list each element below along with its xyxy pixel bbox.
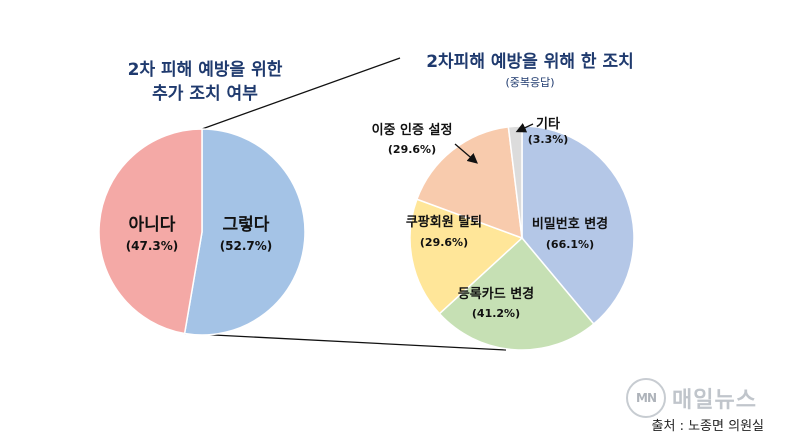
right-slice-value-2: (29.6%)	[420, 236, 468, 249]
callout-arrow-other	[515, 122, 534, 133]
right-chart-subtitle: (중복응답)	[505, 76, 555, 89]
right-slice-label-2: 쿠팡회원 탈퇴	[406, 214, 482, 230]
right-pie-slice-1	[438, 236, 595, 351]
right-slice-value-1: (41.2%)	[472, 307, 520, 320]
connector-line-bottom	[184, 332, 507, 351]
right-pie-slice-0	[521, 125, 635, 326]
right-slice-value-0: (66.1%)	[546, 238, 594, 251]
right-slice-label-0: 비밀번호 변경	[532, 216, 608, 232]
right-pie-slice-3	[415, 125, 523, 240]
left-pie-slice-0	[183, 128, 306, 336]
right-pie-chart	[409, 125, 635, 351]
right-slice-label-1: 등록카드 변경	[458, 286, 534, 302]
left-chart-title-line-1: 2차 피해 예방을 위한	[127, 60, 283, 80]
watermark-circle-icon: MN	[626, 378, 666, 418]
callout-arrow-two-factor	[454, 143, 478, 164]
left-slice-label-1: 아니다	[129, 215, 176, 235]
right-slice-value-3: (29.6%)	[388, 143, 436, 156]
right-slice-value-4: (3.3%)	[528, 133, 569, 146]
right-slice-label-3: 이중 인증 설정	[372, 122, 453, 138]
source-note: 출처 : 노종면 의원실	[651, 419, 764, 434]
left-slice-value-0: (52.7%)	[220, 239, 273, 253]
left-chart-title-line-2: 추가 조치 여부	[152, 84, 258, 104]
left-pie-slice-1	[98, 128, 203, 335]
watermark-name: 매일뉴스	[672, 388, 757, 413]
connector-line-top	[201, 57, 401, 130]
pie-labels: 그렇다 (52.7%) 아니다 (47.3%) 비밀번호 변경 (66.1%) 등록카드 변…	[126, 116, 608, 320]
left-pie-chart	[98, 128, 306, 336]
right-chart-title: 2차피해 예방을 위해 한 조치	[426, 52, 634, 72]
right-slice-label-4: 기타	[536, 116, 560, 132]
left-slice-label-0: 그렇다	[223, 215, 270, 235]
left-chart-title: 2차 피해 예방을 위한 추가 조치 여부	[100, 58, 310, 106]
zoom-connector-lines	[184, 57, 507, 351]
left-slice-value-1: (47.3%)	[126, 239, 179, 253]
watermark-logo: MN 매일뉴스	[626, 376, 786, 428]
